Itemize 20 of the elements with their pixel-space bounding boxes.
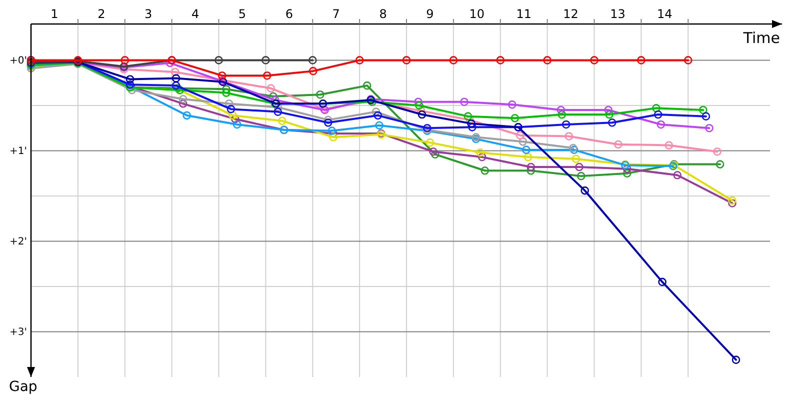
x-tick-label: 10: [469, 7, 485, 21]
y-tick-label: +2': [10, 236, 27, 248]
x-tick-label: 5: [238, 7, 246, 21]
x-tick-label: 13: [610, 7, 626, 21]
y-tick-label: +3': [10, 327, 27, 338]
x-tick-label: 1: [50, 7, 58, 21]
y-axis-title: Gap: [9, 379, 38, 395]
x-tick-label: 14: [657, 7, 672, 21]
x-tick-label: 11: [516, 7, 532, 21]
x-tick-label: 6: [285, 7, 293, 21]
x-tick-label: 2: [98, 7, 106, 21]
x-tick-label: 9: [426, 7, 434, 21]
x-tick-label: 7: [332, 7, 340, 21]
x-tick-label: 8: [379, 7, 387, 21]
y-tick-label: +1': [10, 146, 27, 158]
x-tick-label: 4: [191, 7, 200, 21]
y-tick-label: +0': [10, 56, 27, 67]
x-tick-label: 12: [563, 7, 578, 21]
x-tick-label: 3: [144, 7, 152, 21]
x-axis-title: Time: [742, 29, 780, 47]
